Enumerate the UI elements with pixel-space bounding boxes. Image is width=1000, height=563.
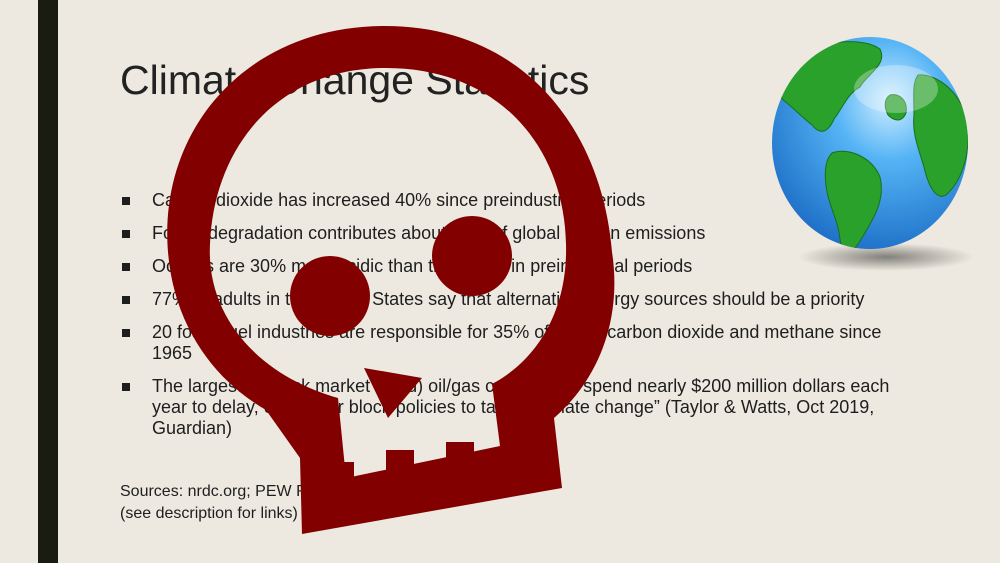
bullet-text: Carbon dioxide has increased 40% since p… — [152, 190, 646, 210]
bullet-item: Carbon dioxide has increased 40% since p… — [122, 190, 902, 211]
square-bullet-icon — [122, 230, 130, 238]
square-bullet-icon — [122, 296, 130, 304]
square-bullet-icon — [122, 329, 130, 337]
bullet-item: Oceans are 30% more acidic than they wer… — [122, 256, 902, 277]
square-bullet-icon — [122, 383, 130, 391]
skull-icon — [167, 26, 615, 534]
left-accent-bar — [38, 0, 58, 563]
bullet-text: Oceans are 30% more acidic than they wer… — [152, 256, 693, 276]
square-bullet-icon — [122, 197, 130, 205]
square-bullet-icon — [122, 263, 130, 271]
globe-icon — [772, 37, 974, 271]
sources-hint: (see description for links) — [120, 505, 298, 522]
